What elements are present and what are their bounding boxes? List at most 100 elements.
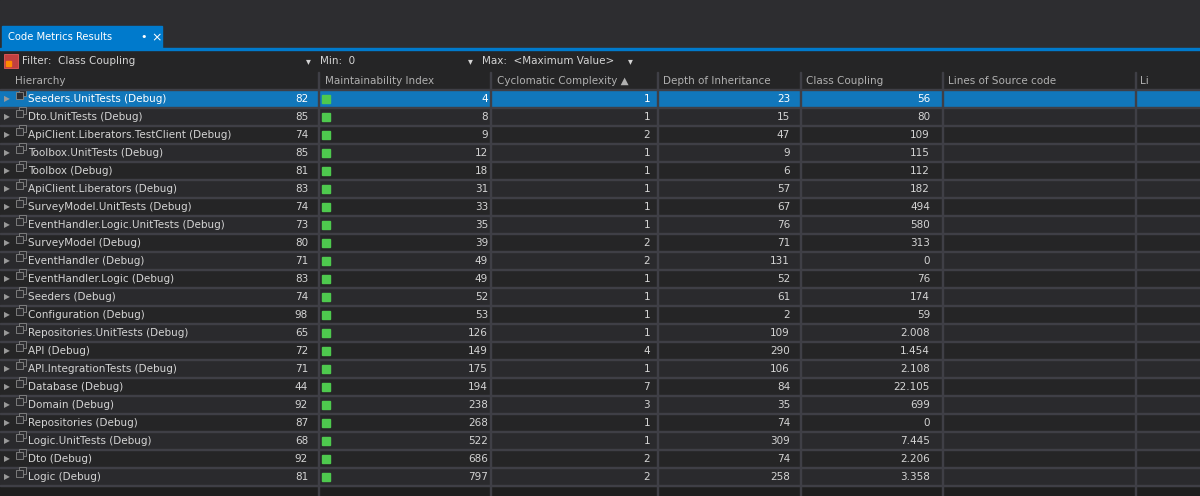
Text: 1: 1 [643, 364, 650, 374]
Bar [16, 452, 23, 459]
Bar [19, 305, 26, 312]
Text: 175: 175 [468, 364, 488, 374]
Text: 182: 182 [910, 184, 930, 194]
Text: Code Metrics Results: Code Metrics Results [8, 33, 112, 43]
Text: Logic (Debug): Logic (Debug) [28, 472, 101, 482]
Text: 18: 18 [475, 166, 488, 176]
Bar [322, 239, 330, 247]
Bar [16, 92, 23, 99]
Bar [4, 54, 18, 68]
Text: 4: 4 [643, 346, 650, 356]
Text: 56: 56 [917, 94, 930, 104]
Text: 84: 84 [776, 382, 790, 392]
Bar [0, 431, 1200, 432]
Text: 65: 65 [295, 328, 308, 338]
Text: 2: 2 [643, 256, 650, 266]
Text: 6: 6 [784, 166, 790, 176]
Text: ×: × [151, 31, 162, 44]
Bar [322, 329, 330, 337]
Text: ▶: ▶ [4, 454, 10, 463]
Bar [0, 288, 1200, 306]
Text: 1: 1 [643, 184, 650, 194]
Text: 83: 83 [295, 274, 308, 284]
Bar [19, 395, 26, 402]
Bar [16, 110, 23, 117]
Text: Domain (Debug): Domain (Debug) [28, 400, 114, 410]
Text: Max:  <Maximum Value>: Max: <Maximum Value> [482, 56, 614, 66]
Text: 35: 35 [475, 220, 488, 230]
Bar [16, 218, 23, 225]
Bar [322, 275, 330, 283]
Text: Hierarchy: Hierarchy [14, 76, 66, 86]
Text: 1: 1 [643, 202, 650, 212]
Bar [0, 305, 1200, 306]
Text: ApiClient.Liberators (Debug): ApiClient.Liberators (Debug) [28, 184, 178, 194]
Bar [0, 252, 1200, 270]
Bar [0, 125, 1200, 126]
Text: ▶: ▶ [4, 382, 10, 391]
Bar [0, 107, 1200, 108]
Bar [322, 383, 330, 391]
Text: •: • [140, 33, 146, 43]
Bar [16, 290, 23, 297]
Text: 112: 112 [910, 166, 930, 176]
Bar [0, 215, 1200, 216]
Text: 797: 797 [468, 472, 488, 482]
Bar [322, 113, 330, 121]
Text: 1: 1 [643, 274, 650, 284]
Text: 268: 268 [468, 418, 488, 428]
Text: 81: 81 [295, 472, 308, 482]
Bar [322, 185, 330, 193]
Bar [322, 401, 330, 409]
Bar [16, 182, 23, 189]
Bar [0, 467, 1200, 468]
Bar [16, 344, 23, 351]
Text: ▶: ▶ [4, 419, 10, 428]
Bar [0, 324, 1200, 342]
Text: Configuration (Debug): Configuration (Debug) [28, 310, 145, 320]
Bar [0, 377, 1200, 378]
Text: Lines of Source code: Lines of Source code [948, 76, 1056, 86]
Text: Li: Li [1140, 76, 1148, 86]
Text: 23: 23 [776, 94, 790, 104]
Text: 33: 33 [475, 202, 488, 212]
Bar [19, 125, 26, 132]
Text: 52: 52 [475, 292, 488, 302]
Text: 67: 67 [776, 202, 790, 212]
Bar [322, 455, 330, 463]
Text: 59: 59 [917, 310, 930, 320]
Text: 106: 106 [770, 364, 790, 374]
Text: 74: 74 [776, 454, 790, 464]
Bar [19, 143, 26, 150]
Bar [322, 293, 330, 301]
Bar [0, 432, 1200, 450]
Text: Repositories (Debug): Repositories (Debug) [28, 418, 138, 428]
Text: Class Coupling: Class Coupling [806, 76, 883, 86]
Text: 39: 39 [475, 238, 488, 248]
Text: API (Debug): API (Debug) [28, 346, 90, 356]
Text: 47: 47 [776, 130, 790, 140]
Text: ▶: ▶ [4, 221, 10, 230]
Bar [19, 161, 26, 168]
Text: EventHandler.Logic.UnitTests (Debug): EventHandler.Logic.UnitTests (Debug) [28, 220, 224, 230]
Bar [0, 359, 1200, 360]
Text: ▶: ▶ [4, 365, 10, 373]
Text: 73: 73 [295, 220, 308, 230]
Bar [19, 197, 26, 204]
Text: 1: 1 [643, 148, 650, 158]
Bar [0, 162, 1200, 180]
Bar [0, 0, 1200, 25]
Text: 15: 15 [776, 112, 790, 122]
Bar [322, 149, 330, 157]
Text: 7.445: 7.445 [900, 436, 930, 446]
Text: 71: 71 [776, 238, 790, 248]
Text: 4: 4 [481, 94, 488, 104]
Text: 85: 85 [295, 112, 308, 122]
Bar [16, 326, 23, 333]
Bar [0, 143, 1200, 144]
Text: 49: 49 [475, 274, 488, 284]
Text: 290: 290 [770, 346, 790, 356]
Text: 76: 76 [917, 274, 930, 284]
Text: ▾: ▾ [628, 56, 632, 66]
Text: Logic.UnitTests (Debug): Logic.UnitTests (Debug) [28, 436, 151, 446]
